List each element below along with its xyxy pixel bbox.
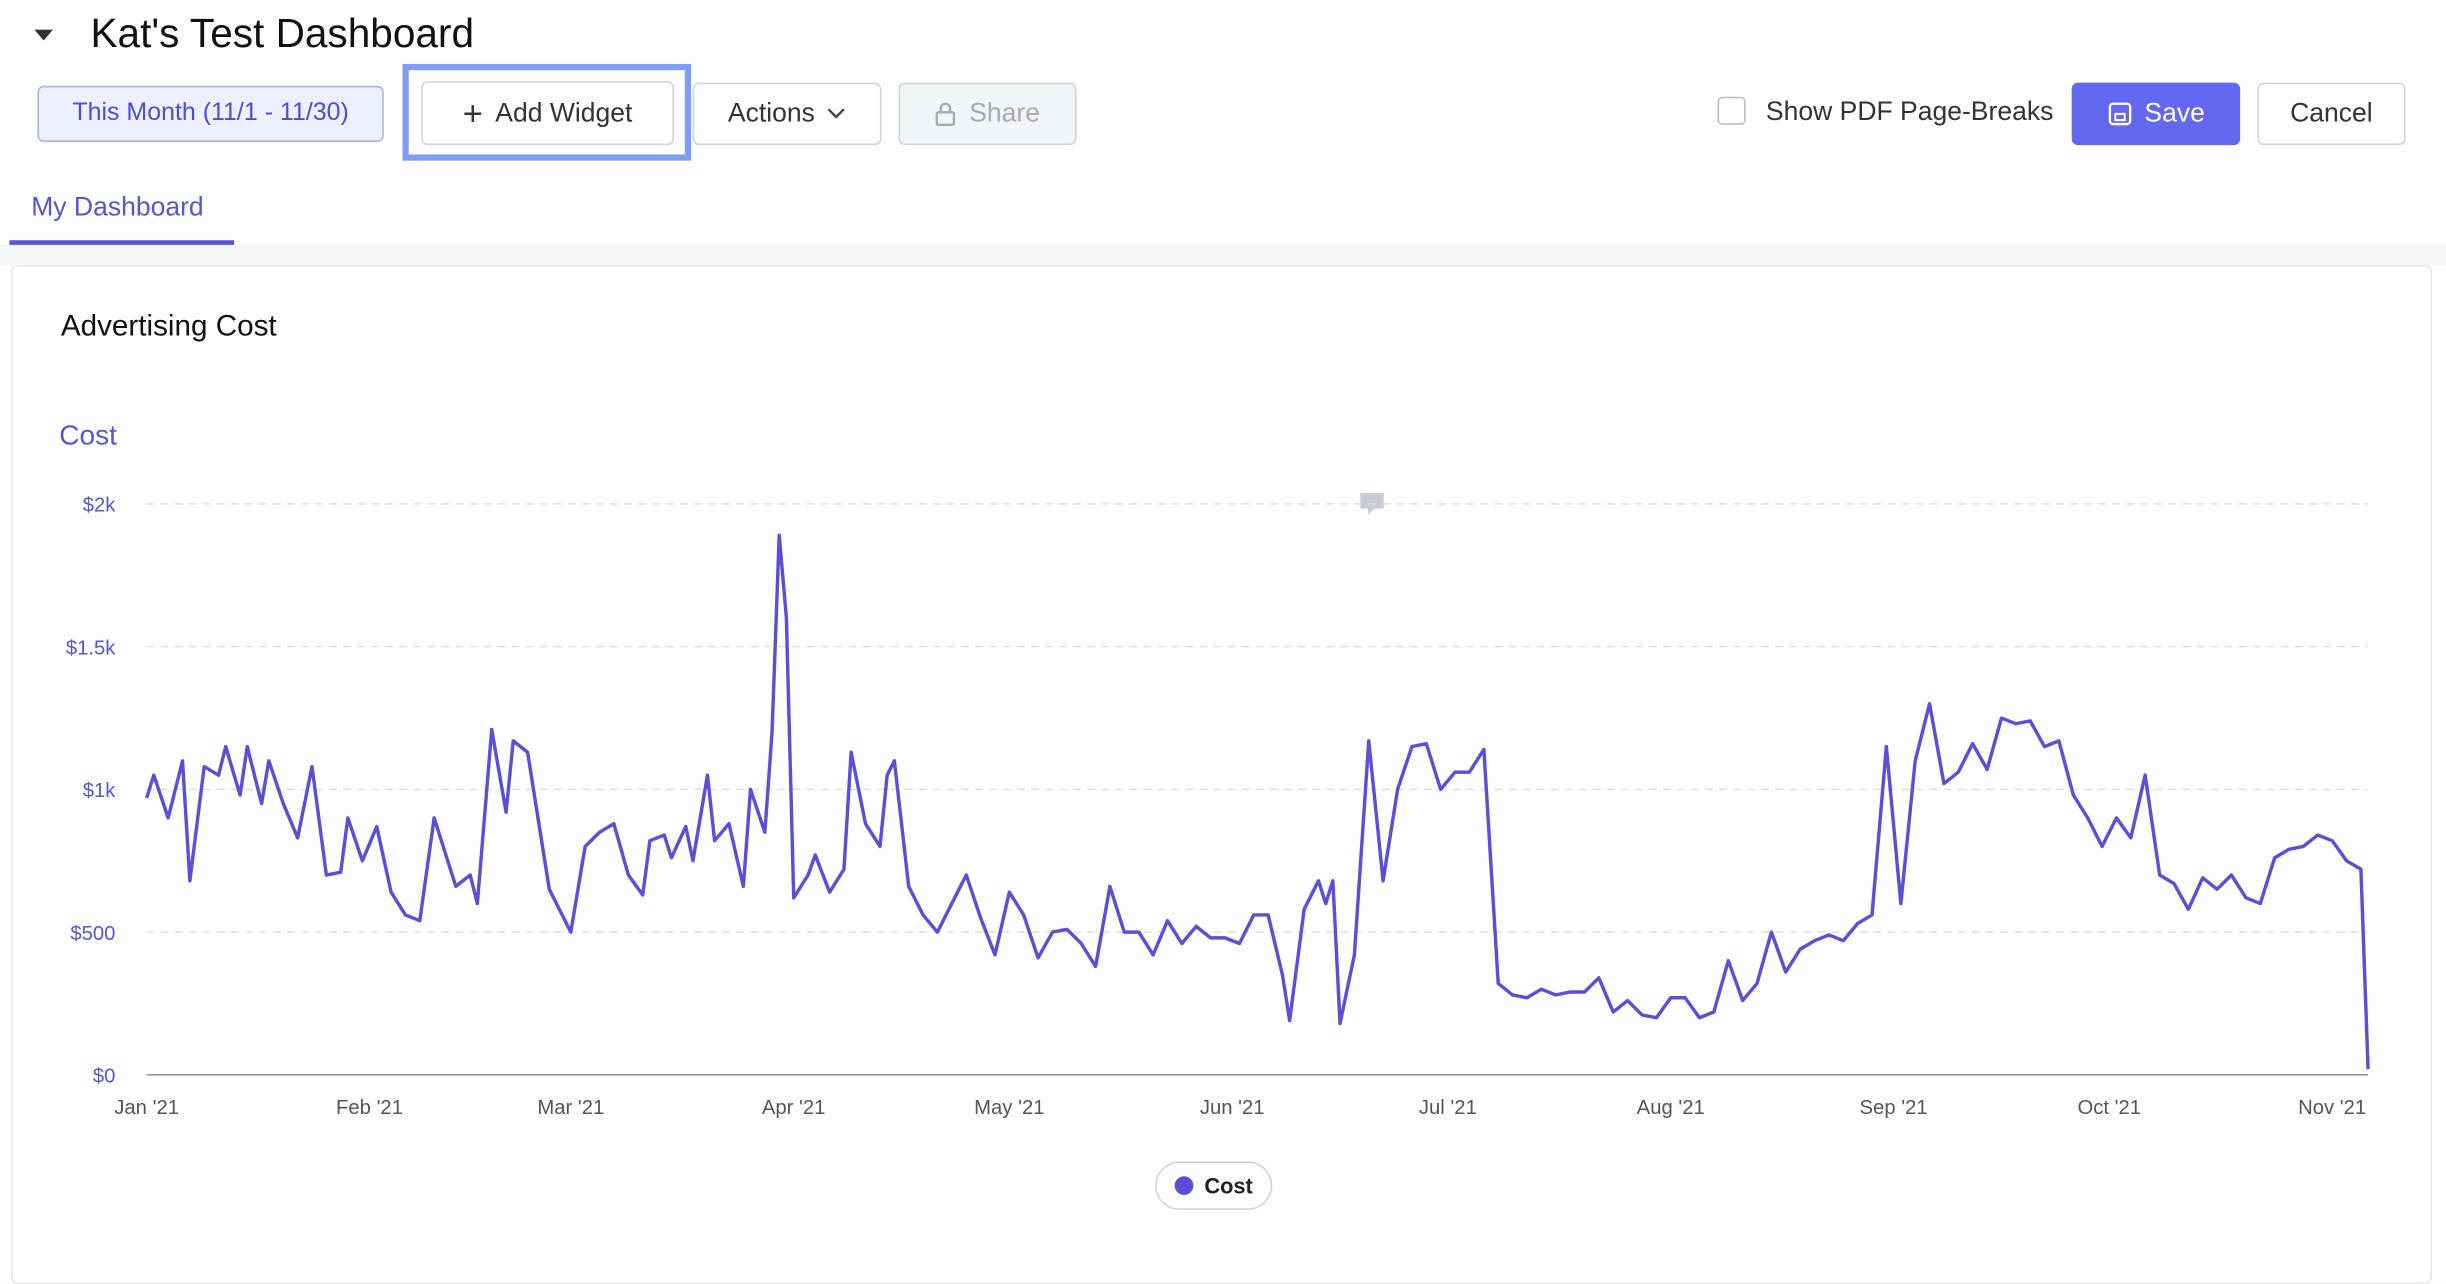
plus-icon: + bbox=[462, 92, 483, 132]
x-tick-label: Oct '21 bbox=[2077, 1097, 2141, 1119]
y-tick-label: $2k bbox=[83, 495, 117, 517]
x-tick-label: Mar '21 bbox=[537, 1097, 604, 1119]
share-label: Share bbox=[969, 98, 1041, 128]
legend-label: Cost bbox=[1204, 1173, 1253, 1198]
y-tick-label: $500 bbox=[70, 923, 115, 945]
divider bbox=[0, 244, 2446, 266]
x-tick-label: Jun '21 bbox=[1200, 1097, 1265, 1119]
add-widget-label: Add Widget bbox=[495, 97, 633, 128]
highlight bbox=[402, 63, 692, 161]
tab[interactable]: My Dashboard bbox=[31, 191, 204, 222]
x-tick-label: Jul '21 bbox=[1419, 1097, 1477, 1119]
x-tick-label: Jan '21 bbox=[114, 1097, 179, 1119]
tab-underline bbox=[9, 240, 234, 245]
x-tick-label: Aug '21 bbox=[1637, 1097, 1705, 1119]
save-label: Save bbox=[2144, 98, 2205, 128]
x-tick-label: Nov '21 bbox=[2298, 1097, 2366, 1119]
date-range[interactable]: This Month (11/1 - 11/30) bbox=[37, 85, 384, 142]
widget-title: Advertising Cost bbox=[60, 310, 277, 344]
save-icon bbox=[2108, 102, 2131, 126]
pdf-breaks-label: Show PDF Page-Breaks bbox=[1765, 96, 2054, 127]
actions[interactable]: Actions bbox=[692, 82, 882, 146]
collapse-icon[interactable] bbox=[31, 23, 56, 45]
date-range-label: This Month (11/1 - 11/30) bbox=[72, 99, 349, 127]
legend-item bbox=[1155, 1161, 1273, 1210]
x-tick-label: Sep '21 bbox=[1860, 1097, 1928, 1119]
lock-icon bbox=[936, 102, 956, 126]
chevron bbox=[828, 108, 846, 119]
x-tick-label: May '21 bbox=[974, 1097, 1044, 1119]
cancel[interactable]: Cancel bbox=[2257, 82, 2406, 146]
share[interactable]: Share bbox=[898, 82, 1077, 146]
add-widget[interactable]: + Add Widget bbox=[421, 81, 674, 146]
dashboard-title: Kat's Test Dashboard bbox=[90, 9, 475, 57]
x-tick-label: Apr '21 bbox=[762, 1097, 826, 1119]
checkbox[interactable] bbox=[1717, 96, 1746, 125]
cancel-label: Cancel bbox=[2290, 98, 2373, 128]
x-tick-label: Feb '21 bbox=[336, 1097, 403, 1119]
save[interactable]: Save bbox=[2071, 82, 2241, 146]
y-tick-label: $1k bbox=[83, 780, 117, 802]
y-axis-title: Cost bbox=[59, 420, 117, 451]
y-tick-label: $0 bbox=[93, 1066, 116, 1088]
actions-label: Actions bbox=[727, 98, 815, 128]
line bbox=[145, 533, 2370, 1070]
y-tick-label: $1.5k bbox=[66, 637, 116, 659]
widget: Advertising Cost bbox=[10, 265, 2433, 1284]
legend-swatch bbox=[1174, 1176, 1194, 1195]
